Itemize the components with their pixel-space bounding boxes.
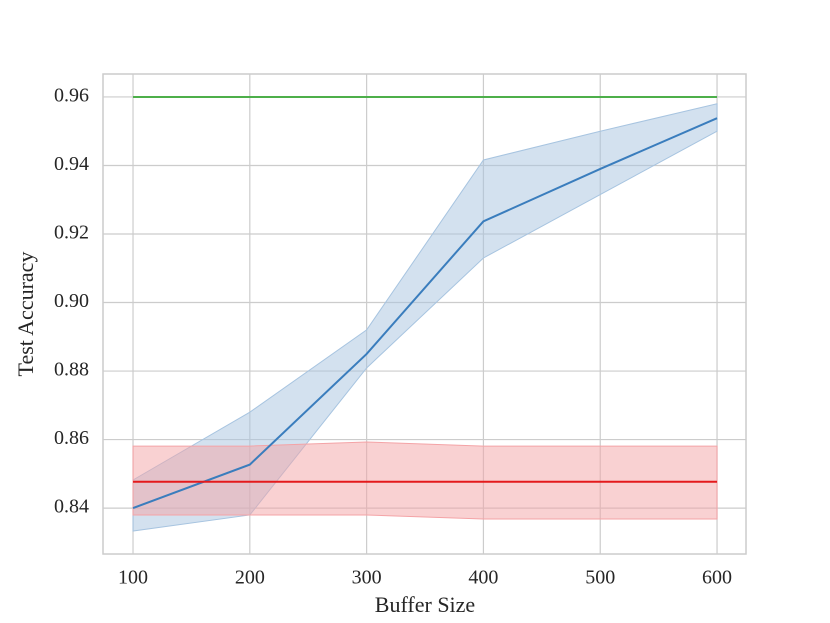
y-tick-label: 0.96 (54, 85, 89, 107)
confidence-band (132, 441, 718, 520)
plot-frame (102, 73, 747, 555)
x-tick-label: 600 (702, 567, 732, 589)
y-tick-label: 0.94 (54, 153, 89, 175)
y-tick-label: 0.84 (54, 496, 89, 518)
line (132, 117, 718, 510)
y-tick-label: 0.88 (54, 359, 89, 381)
x-tick-label: 400 (468, 567, 498, 589)
y-tick-label: 0.92 (54, 222, 89, 244)
x-tick-label: 300 (352, 567, 382, 589)
x-tick-label: 500 (585, 567, 615, 589)
x-axis-label: Buffer Size (375, 592, 475, 617)
x-tick-label: 100 (118, 567, 148, 589)
y-axis-label: Test Accuracy (13, 252, 38, 377)
y-tick-label: 0.90 (54, 290, 89, 312)
y-tick-label: 0.86 (54, 427, 89, 449)
x-tick-label: 200 (235, 567, 265, 589)
